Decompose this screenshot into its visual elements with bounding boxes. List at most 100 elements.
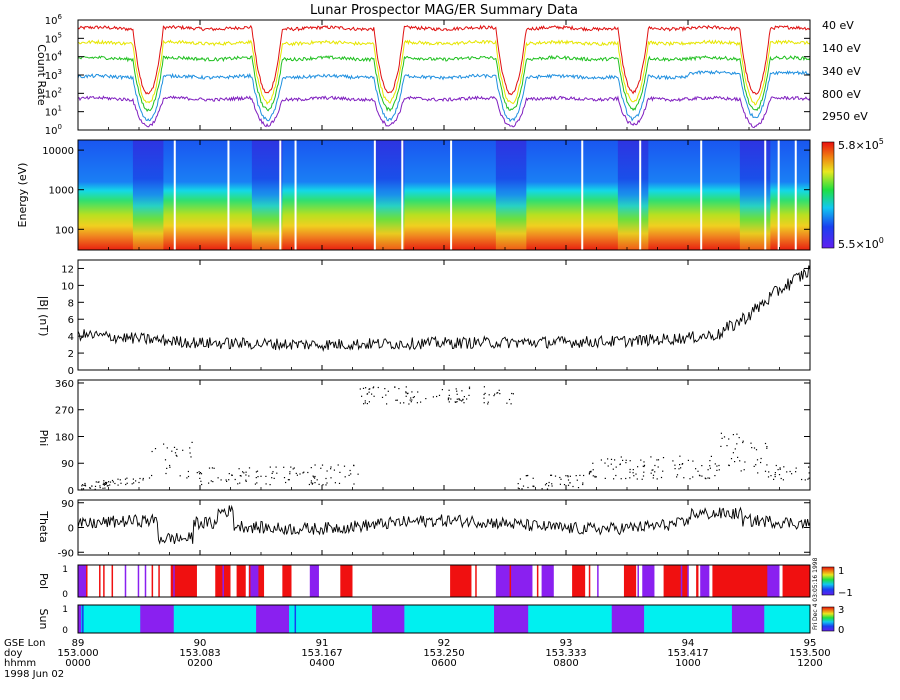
phi-point [755, 464, 757, 466]
pol-ylabel: Pol [37, 573, 50, 589]
phi-point [709, 465, 711, 467]
pol-positive-segment [782, 565, 810, 597]
phi-point [135, 480, 137, 482]
phi-point [742, 440, 744, 442]
phi-point [629, 471, 631, 473]
phi-point [718, 469, 720, 471]
phi-point [461, 390, 463, 392]
phi-point [254, 483, 256, 485]
phi-point [373, 386, 375, 388]
phi-point [678, 468, 680, 470]
count-rate-series-2950ev [77, 95, 811, 129]
phi-point [517, 487, 519, 489]
phi-point [720, 445, 722, 447]
phi-point [695, 468, 697, 470]
phi-point [163, 443, 165, 445]
phi-point [103, 482, 105, 484]
sun-marker [294, 605, 297, 633]
phi-point [654, 464, 656, 467]
phi-point [683, 477, 685, 479]
phi-point [775, 464, 777, 467]
x-tick-doy: 153.083 [179, 648, 220, 659]
phi-point [730, 458, 733, 460]
phi-point [656, 478, 658, 480]
phi-point [326, 482, 328, 484]
phi-point [334, 482, 336, 484]
phi-point [322, 484, 324, 486]
spectrogram-data-gap [450, 140, 453, 250]
phi-point [660, 476, 663, 479]
phi-point [330, 477, 332, 479]
sun-ytick-bottom: 0 [62, 626, 68, 636]
phi-point [786, 471, 788, 473]
phi-point [791, 473, 793, 475]
phi-point [273, 477, 275, 479]
pol-frame [77, 564, 811, 598]
phi-point [288, 479, 290, 481]
phi-point [124, 478, 127, 480]
phi-point [721, 437, 723, 439]
x-tick-doy: 153.333 [545, 648, 586, 659]
phi-point [642, 475, 645, 477]
count-rate-ytick-label: 100 [45, 123, 62, 137]
phi-point [739, 460, 741, 462]
phi-point [325, 484, 327, 486]
b-magnitude-ytick-label: 0 [68, 366, 74, 377]
phi-point [186, 477, 188, 479]
phi-point [614, 459, 616, 461]
x-tick-hhmm: 0200 [187, 658, 212, 669]
phi-ytick-label: 90 [61, 459, 74, 470]
pol-ytick-bottom: 0 [62, 590, 68, 600]
phi-panel: 0 90 180 270 360 Phi [37, 379, 811, 497]
phi-point [256, 470, 259, 472]
phi-point [169, 466, 171, 468]
phi-point [405, 392, 407, 394]
phi-point [410, 397, 412, 399]
phi-point [338, 482, 341, 484]
phi-point [208, 467, 211, 469]
phi-point [114, 482, 116, 485]
pol-spike [758, 565, 761, 597]
b-magnitude-ytick-label: 10 [61, 281, 74, 292]
phi-point [463, 396, 465, 398]
phi-point [569, 475, 571, 477]
x-tick-lon: 94 [682, 638, 695, 649]
phi-point [226, 480, 228, 482]
phi-point [709, 467, 711, 469]
pol-spike [637, 565, 639, 597]
pol-spike [536, 565, 539, 597]
spectrogram-data-gap [373, 140, 376, 250]
theta-ytick-label: -90 [58, 548, 74, 559]
phi-point [640, 459, 642, 461]
phi-point [487, 401, 489, 403]
phi-point [681, 463, 683, 465]
x-tick-lon: 91 [316, 638, 329, 649]
x-tick-doy: 153.417 [667, 648, 708, 659]
phi-point [420, 401, 422, 403]
pol-positive-segment [450, 565, 472, 597]
phi-point [632, 472, 634, 474]
phi-point [103, 480, 105, 482]
colorbar-max-label: 5.8×105 [838, 137, 884, 152]
phi-point [366, 403, 368, 405]
phi-point [782, 479, 784, 481]
phi-point [720, 432, 722, 434]
phi-point [272, 471, 274, 473]
phi-point [385, 394, 387, 396]
phi-point [770, 475, 772, 477]
x-tick-lon: 95 [804, 638, 817, 649]
phi-point [497, 392, 499, 394]
legend-800ev: 800 eV [822, 88, 861, 101]
phi-point [808, 466, 810, 468]
pol-spike [475, 565, 477, 597]
phi-point [217, 477, 219, 479]
phi-point [779, 467, 781, 469]
phi-point [468, 394, 470, 396]
phi-point [620, 456, 622, 458]
phi-point [314, 477, 316, 479]
phi-point [458, 399, 460, 401]
phi-point [394, 386, 396, 388]
pol-spike [696, 565, 699, 597]
theta-frame [77, 499, 811, 556]
phi-point [231, 474, 233, 476]
